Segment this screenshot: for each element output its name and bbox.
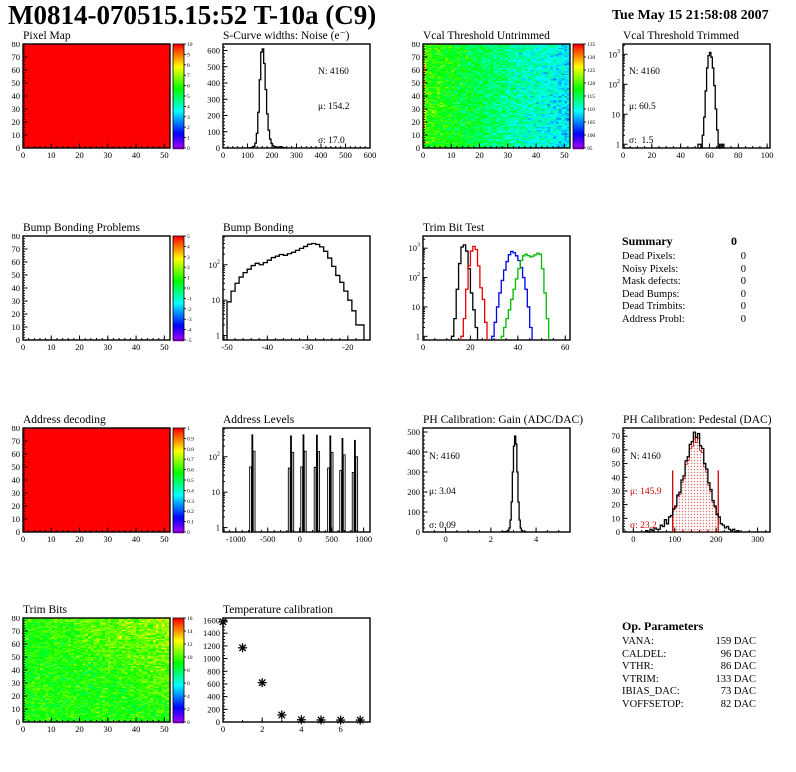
ph-pedestal-statbox: N: 4160 μ: 145.9 σ: 23.2	[630, 429, 661, 544]
op-parameter-row: VANA: 159 DAC	[622, 636, 756, 649]
row-value: 73 DAC	[720, 686, 756, 698]
summary-total: 0	[731, 234, 737, 248]
row-label: VANA:	[622, 636, 654, 647]
plot-title-address-decoding: Address decoding	[23, 414, 106, 426]
row-value: 0	[740, 276, 746, 288]
row-label: VTRIM:	[622, 673, 659, 685]
op-parameters-title: Op. Parameters	[622, 619, 704, 633]
summary-row: Dead Bumps: 0	[622, 289, 746, 302]
summary-title: Summary	[622, 234, 673, 248]
ph-pedestal-panel: PH Calibration: Pedestal (DAC)	[600, 414, 796, 562]
op-parameter-row: VTRIM: 133 DAC	[622, 674, 756, 687]
plot-title-address-levels: Address Levels	[223, 414, 295, 426]
row-label: Address Probl:	[622, 313, 685, 325]
scurve-noise-canvas	[200, 42, 400, 174]
stat-sigma: σ: 17.0	[318, 136, 345, 146]
ph-gain-statbox: N: 4160 μ: 3.04 σ: 0.09	[429, 429, 460, 544]
row-label: VTHR:	[622, 661, 654, 673]
stat-entries: N: 4160	[429, 452, 460, 462]
scurve-noise-statbox: N: 4160 μ: 154.2 σ: 17.0	[318, 44, 349, 159]
stat-entries: N: 4160	[318, 67, 349, 77]
trim-bits-panel: Trim Bits	[0, 604, 200, 752]
row-value: 0	[740, 301, 746, 313]
row-value: 96 DAC	[720, 648, 756, 660]
ph-gain-panel: PH Calibration: Gain (ADC/DAC)	[400, 414, 600, 562]
row-value: 0	[740, 263, 746, 275]
bump-bonding-canvas	[200, 234, 400, 366]
op-parameters-rows: VANA: 159 DAC CALDEL: 96 DAC VTHR: 86 DAC VTRI…	[622, 636, 756, 712]
ph-pedestal-canvas	[600, 426, 796, 558]
bump-problems-canvas	[0, 234, 200, 366]
row-label: CALDEL:	[622, 648, 667, 660]
summary-row: Mask defects: 0	[622, 276, 746, 289]
stat-sigma: σ: 23.2	[630, 521, 657, 531]
plot-title-pixel-map: Pixel Map	[23, 30, 71, 42]
row-label: IBIAS_DAC:	[622, 686, 680, 698]
row-label: VOFFSETOP:	[622, 698, 684, 710]
stat-mean: μ: 154.2	[318, 101, 350, 112]
plot-title-trimbit-test: Trim Bit Test	[423, 222, 485, 234]
row-value: 0	[740, 313, 746, 325]
row-label: Noisy Pixels:	[622, 263, 679, 275]
temp-calibration-canvas	[200, 616, 400, 748]
plot-title-vcal-untrimmed: Vcal Threshold Untrimmed	[423, 30, 550, 42]
op-parameter-row: CALDEL: 96 DAC	[622, 649, 756, 662]
row-label: Dead Pixels:	[622, 251, 676, 262]
temp-calibration-panel: Temperature calibration	[200, 604, 400, 752]
plot-title-vcal-trimmed: Vcal Threshold Trimmed	[623, 30, 740, 42]
bump-problems-panel: Bump Bonding Problems	[0, 222, 200, 370]
row-value: 159 DAC	[715, 636, 756, 647]
summary-row: Dead Trimbits: 0	[622, 301, 746, 314]
vcal-trimmed-canvas	[600, 42, 796, 174]
address-levels-canvas	[200, 426, 400, 558]
stat-entries: N: 4160	[629, 67, 660, 77]
stat-mean: μ: 145.9	[630, 486, 662, 497]
address-decoding-canvas	[0, 426, 200, 558]
stat-entries: N: 4160	[630, 452, 661, 462]
row-label: Mask defects:	[622, 276, 681, 288]
summary-rows: Dead Pixels: 0 Noisy Pixels: 0 Mask defects:…	[622, 251, 746, 327]
summary-row: Address Probl: 0	[622, 314, 746, 327]
page-title: M0814-070515.15:52 T-10a (C9)	[8, 0, 377, 30]
plot-title-bump-problems: Bump Bonding Problems	[23, 222, 140, 234]
ph-gain-canvas	[400, 426, 600, 558]
row-value: 0	[740, 251, 746, 262]
vcal-untrimmed-panel: Vcal Threshold Untrimmed	[400, 30, 600, 178]
row-value: 133 DAC	[715, 673, 756, 685]
stat-sigma: σ: 0.09	[429, 521, 456, 531]
vcal-untrimmed-canvas	[400, 42, 600, 174]
trim-bits-canvas	[0, 616, 200, 748]
row-value: 82 DAC	[720, 698, 756, 710]
plot-title-ph-pedestal: PH Calibration: Pedestal (DAC)	[623, 414, 772, 426]
address-decoding-panel: Address decoding	[0, 414, 200, 562]
row-value: 0	[740, 288, 746, 300]
trimbit-test-panel: Trim Bit Test	[400, 222, 600, 370]
op-parameter-row: IBIAS_DAC: 73 DAC	[622, 686, 756, 699]
stat-mean: μ: 3.04	[429, 486, 456, 497]
trimbit-test-canvas	[400, 234, 600, 366]
pixel-map-canvas	[0, 42, 200, 174]
op-parameter-row: VOFFSETOP: 82 DAC	[622, 699, 756, 712]
bump-bonding-panel: Bump Bonding	[200, 222, 400, 370]
address-levels-panel: Address Levels	[200, 414, 400, 562]
pixel-map-panel: Pixel Map	[0, 30, 200, 178]
row-label: Dead Bumps:	[622, 288, 680, 300]
plot-title-scurve-noise: S-Curve widths: Noise (e⁻)	[223, 30, 350, 42]
vcal-trimmed-panel: Vcal Threshold Trimmed	[600, 30, 796, 178]
summary-row: Noisy Pixels: 0	[622, 264, 746, 277]
timestamp: Tue May 15 21:58:08 2007	[612, 8, 769, 23]
row-label: Dead Trimbits:	[622, 301, 686, 313]
vcal-trimmed-statbox: N: 4160 μ: 60.5 σ: 1.5	[629, 44, 660, 159]
plot-title-trim-bits: Trim Bits	[23, 604, 68, 616]
row-value: 86 DAC	[720, 661, 756, 673]
scurve-noise-panel: S-Curve widths: Noise (e⁻)	[200, 30, 400, 178]
plot-title-ph-gain: PH Calibration: Gain (ADC/DAC)	[423, 414, 584, 426]
op-parameter-row: VTHR: 86 DAC	[622, 661, 756, 674]
plot-title-bump-bonding: Bump Bonding	[223, 222, 294, 234]
stat-mean: μ: 60.5	[629, 101, 656, 112]
plot-title-temp-calibration: Temperature calibration	[223, 604, 333, 616]
stat-sigma: σ: 1.5	[629, 136, 654, 146]
summary-row: Dead Pixels: 0	[622, 251, 746, 264]
